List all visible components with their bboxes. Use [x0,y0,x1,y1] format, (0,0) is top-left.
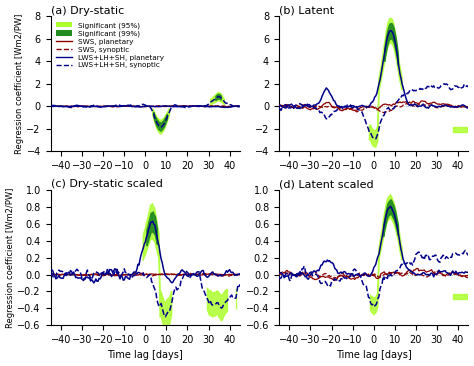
Text: (b) Latent: (b) Latent [279,5,334,16]
Text: (d) Latent scaled: (d) Latent scaled [279,179,374,189]
Legend: Significant (95%), Significant (99%), SWS, planetary, SWS, synoptic, LWS+LH+SH, : Significant (95%), Significant (99%), SW… [54,20,166,71]
X-axis label: Time lag [days]: Time lag [days] [108,350,183,361]
X-axis label: Time lag [days]: Time lag [days] [336,350,411,361]
Text: (c) Dry-static scaled: (c) Dry-static scaled [51,179,163,189]
Text: (a) Dry-static: (a) Dry-static [51,5,124,16]
Y-axis label: Regression coefficient [Wm2/PW]: Regression coefficient [Wm2/PW] [15,14,24,154]
Y-axis label: Regression coefficient [Wm2/PW]: Regression coefficient [Wm2/PW] [6,187,15,328]
